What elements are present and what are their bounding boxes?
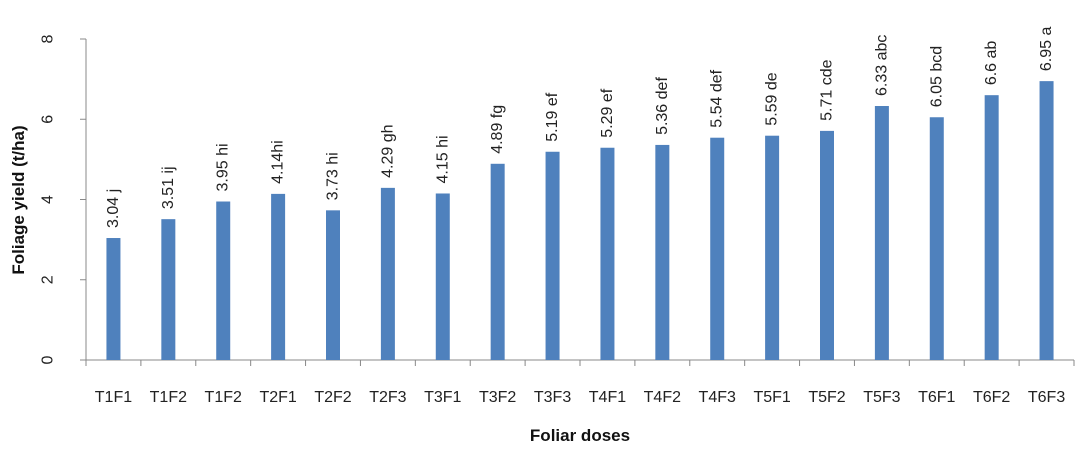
x-tick-label: T2F3: [369, 389, 406, 406]
bar: [546, 152, 560, 360]
x-axis-title: Foliar doses: [530, 426, 630, 445]
bar: [491, 164, 505, 360]
data-label: 6.95 a: [1038, 27, 1055, 72]
bar: [710, 138, 724, 360]
bar: [106, 238, 120, 360]
data-label: 6.33 abc: [873, 35, 890, 96]
x-tick-label: T1F2: [150, 389, 187, 406]
x-tick-label: T3F3: [534, 389, 571, 406]
bar: [875, 106, 889, 360]
bar: [1040, 81, 1054, 360]
y-tick-label: 6: [40, 115, 57, 124]
data-label: 4.14hi: [270, 140, 287, 184]
bar: [326, 210, 340, 360]
y-tick-label: 8: [40, 34, 57, 43]
bar: [381, 188, 395, 360]
bar: [216, 202, 230, 360]
data-label: 3.04 j: [105, 189, 122, 228]
data-label: 3.73 hi: [325, 152, 342, 200]
x-tick-label: T1F2: [205, 389, 242, 406]
data-label: 3.51 ij: [160, 166, 177, 209]
data-label: 4.89 fg: [489, 105, 506, 154]
x-tick-label: T2F2: [314, 389, 351, 406]
y-axis: 0 2 4 6 8: [40, 34, 87, 364]
x-tick-label: T4F3: [699, 389, 736, 406]
data-label: 5.54 def: [709, 69, 726, 127]
data-label: 5.19 ef: [544, 92, 561, 141]
y-tick-label: 2: [40, 275, 57, 284]
bar: [161, 219, 175, 360]
x-tick-label: T5F3: [863, 389, 900, 406]
bars: [106, 81, 1053, 360]
data-label: 6.05 bcd: [928, 46, 945, 107]
data-label: 5.36 def: [654, 77, 671, 135]
data-labels: 3.04 j 3.51 ij 3.95 hi 4.14hi 3.73 hi 4.29 gh…: [105, 27, 1055, 228]
x-tick-label: T3F1: [424, 389, 461, 406]
x-tick-label: T5F1: [753, 389, 790, 406]
category-labels: T1F1 T1F2 T1F2 T2F1 T2F2 T2F3 T3F1 T3F2 T3F3 T4F1…: [95, 389, 1066, 406]
x-tick-label: T2F1: [259, 389, 296, 406]
x-axis: [86, 360, 1074, 366]
x-tick-label: T6F3: [1028, 389, 1065, 406]
x-tick-label: T5F2: [808, 389, 845, 406]
bar: [985, 95, 999, 360]
data-label: 3.95 hi: [215, 143, 232, 191]
bar: [655, 145, 669, 360]
data-label: 5.71 cde: [819, 59, 836, 120]
bar: [820, 131, 834, 360]
data-label: 4.29 gh: [379, 124, 396, 177]
bar: [930, 117, 944, 360]
x-tick-label: T6F1: [918, 389, 955, 406]
bar: [600, 148, 614, 360]
y-tick-label: 0: [40, 355, 57, 364]
x-tick-label: T6F2: [973, 389, 1010, 406]
x-tick-label: T3F2: [479, 389, 516, 406]
x-tick-label: T4F1: [589, 389, 626, 406]
data-label: 5.59 de: [764, 72, 781, 125]
x-tick-label: T1F1: [95, 389, 132, 406]
data-label: 5.29 ef: [599, 88, 616, 137]
y-axis-title: Foliage yield (t/ha): [9, 125, 28, 274]
bar: [436, 193, 450, 360]
bar: [765, 136, 779, 360]
data-label: 4.15 hi: [434, 135, 451, 183]
data-label: 6.6 ab: [983, 41, 1000, 86]
x-tick-label: T4F2: [644, 389, 681, 406]
y-tick-label: 4: [40, 195, 57, 204]
bar: [271, 194, 285, 360]
